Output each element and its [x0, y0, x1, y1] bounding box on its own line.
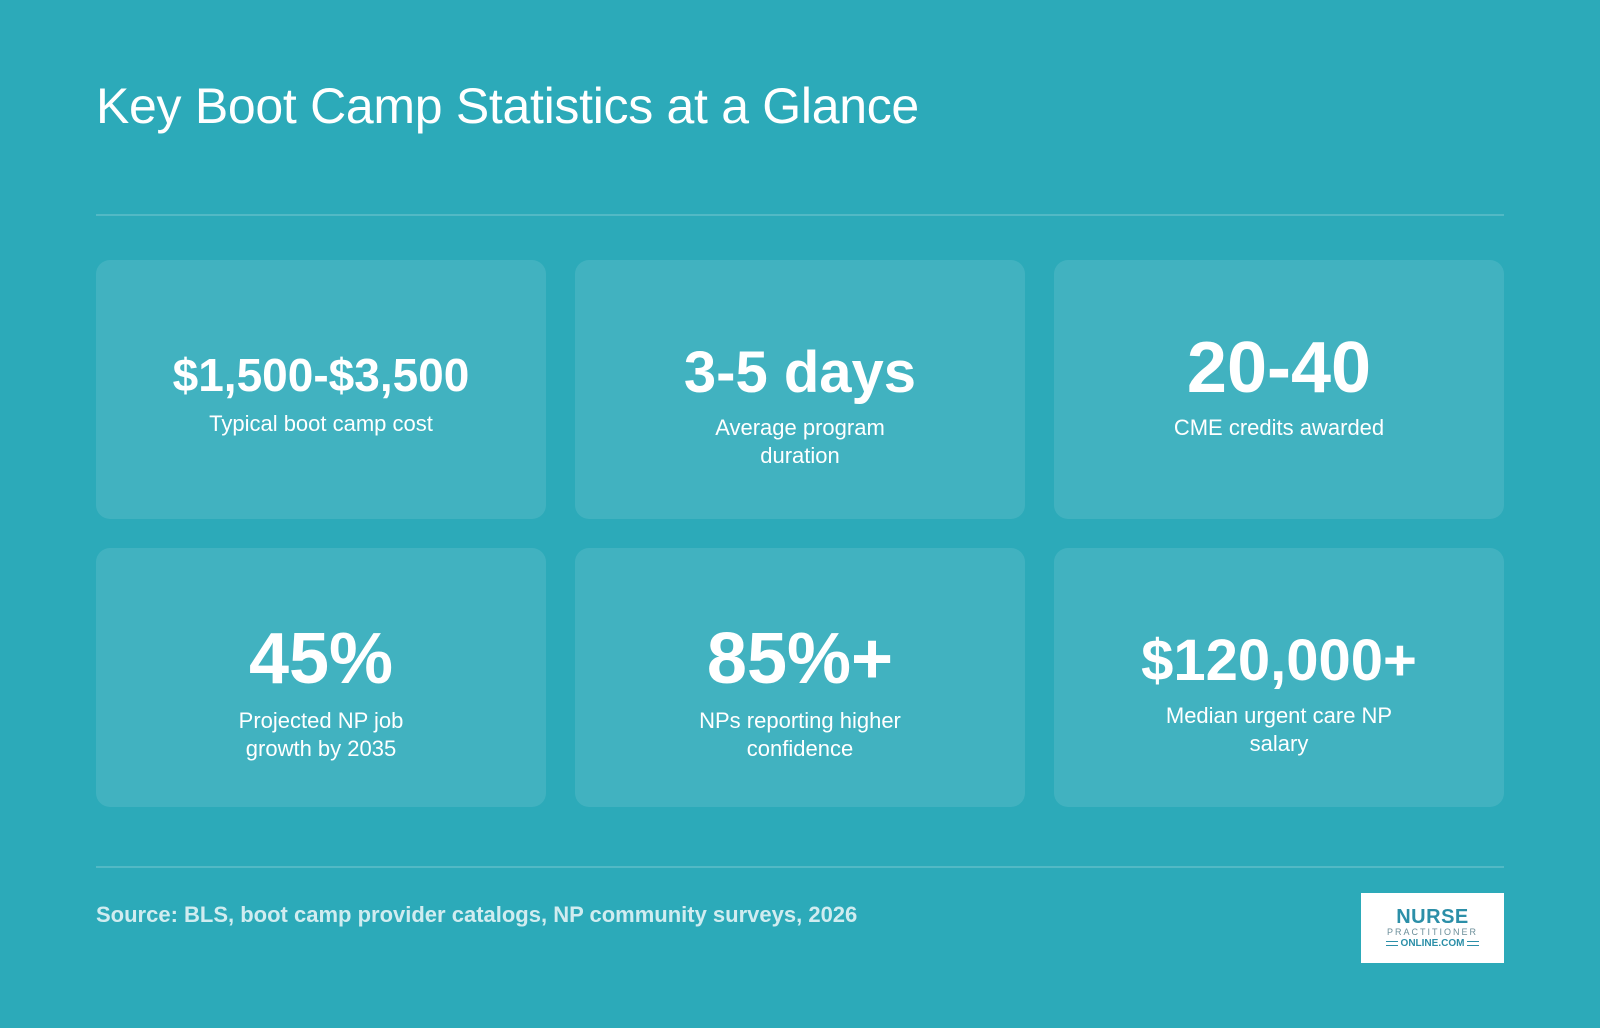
stat-card-confidence: 85%+ NPs reporting higher confidence — [575, 548, 1025, 807]
stat-label: NPs reporting higher confidence — [699, 708, 901, 761]
top-divider — [96, 214, 1504, 216]
logo-text-secondary: PRACTITIONER — [1386, 926, 1478, 937]
stat-card-job-growth: 45% Projected NP job growth by 2035 — [96, 548, 546, 807]
bottom-divider — [96, 866, 1504, 868]
stat-value: $120,000+ — [1141, 628, 1417, 693]
stats-grid: $1,500-$3,500 Typical boot camp cost 3-5… — [96, 260, 1504, 807]
logo-text-domain: ONLINE.COM — [1385, 937, 1480, 950]
stat-label: Projected NP job growth by 2035 — [238, 708, 404, 761]
stat-label: Average program duration — [715, 415, 885, 468]
stat-card-duration: 3-5 days Average program duration — [575, 260, 1025, 519]
logo-domain-text: ONLINE.COM — [1400, 937, 1465, 949]
stat-label: Median urgent care NP salary — [1165, 703, 1393, 756]
logo-dash-right — [1467, 941, 1480, 946]
page-title: Key Boot Camp Statistics at a Glance — [96, 78, 919, 134]
logo-dash-left — [1385, 941, 1398, 946]
source-note: Source: BLS, boot camp provider catalogs… — [96, 902, 858, 927]
stat-value: 45% — [248, 619, 394, 699]
brand-logo: NURSE PRACTITIONER ONLINE.COM — [1361, 893, 1504, 963]
stat-value: 20-40 — [1186, 328, 1372, 408]
stat-label: Typical boot camp cost — [209, 411, 433, 436]
stat-value: $1,500-$3,500 — [172, 349, 470, 401]
logo-text-primary: NURSE — [1396, 905, 1469, 928]
stat-label: CME credits awarded — [1173, 415, 1385, 440]
stat-card-salary: $120,000+ Median urgent care NP salary — [1054, 548, 1504, 807]
stat-value: 85%+ — [706, 619, 894, 699]
stat-card-cost: $1,500-$3,500 Typical boot camp cost — [96, 260, 546, 519]
stat-value: 3-5 days — [683, 340, 917, 405]
stat-card-cme-credits: 20-40 CME credits awarded — [1054, 260, 1504, 519]
